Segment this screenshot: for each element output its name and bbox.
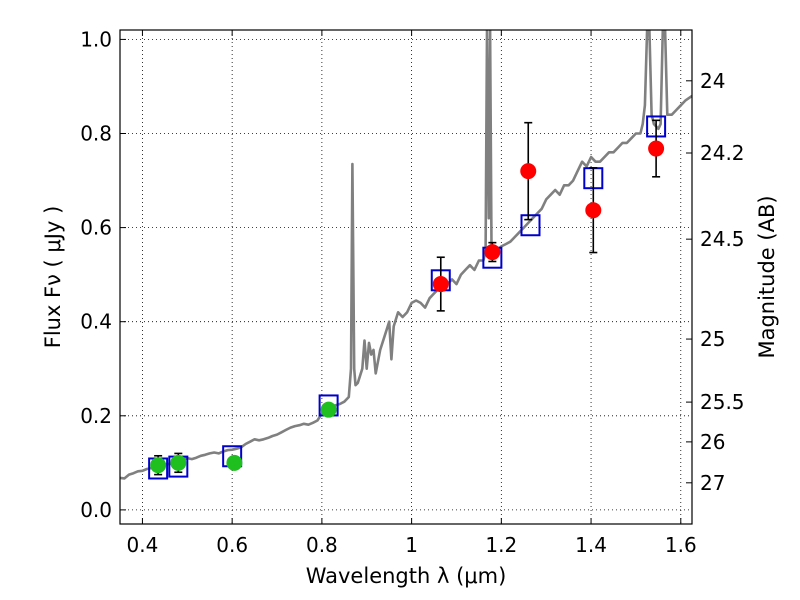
mag-tick-label: 24.2: [700, 141, 745, 165]
y-tick-label: 0.4: [80, 310, 112, 334]
x-tick-label: 1.4: [575, 533, 607, 557]
observed-point: [150, 457, 167, 474]
mag-tick-label: 27: [700, 471, 725, 495]
mag-tick-label: 25: [700, 327, 725, 351]
mag-tick-label: 24: [700, 69, 725, 93]
y-tick-label: 0.8: [80, 122, 112, 146]
observed-point: [520, 163, 537, 180]
x-tick-label: 0.6: [216, 533, 248, 557]
y-tick-label: 0.0: [80, 498, 112, 522]
spectrum-line: [120, 30, 692, 480]
mag-tick-label: 26: [700, 430, 725, 454]
observed-point: [226, 454, 243, 471]
observed-point: [170, 454, 187, 471]
plot-frame: [119, 29, 693, 525]
y-tick-label: 1.0: [80, 27, 112, 51]
y-tick-label: 0.2: [80, 404, 112, 428]
y2-axis-title: Magnitude (AB): [755, 195, 779, 358]
axis-ticks: 0.4 0.6 0.8 1 1.2 1.4 1.6 0.0 0.2 0.4 0.6 0.8 1.0 24 2…: [80, 27, 744, 557]
bandpass-square: [520, 214, 541, 237]
mag-tick-label: 24.5: [700, 227, 745, 251]
x-tick-label: 1.2: [485, 533, 517, 557]
observed-point: [484, 244, 501, 261]
observed-point: [432, 276, 449, 293]
x-tick-label: 0.4: [127, 533, 159, 557]
x-tick-label: 1: [405, 533, 418, 557]
data-markers: [148, 115, 667, 480]
y-axis-title: Flux Fν ( μJy ): [41, 206, 65, 349]
observed-point: [320, 401, 337, 418]
plot-background: [120, 30, 692, 524]
observed-point: [585, 202, 602, 219]
x-tick-label: 0.8: [306, 533, 338, 557]
x-axis-title: Wavelength λ (μm): [306, 564, 507, 588]
y-tick-label: 0.6: [80, 216, 112, 240]
mag-tick-label: 25.5: [700, 390, 745, 414]
observed-point: [648, 140, 665, 157]
x-tick-label: 1.6: [665, 533, 697, 557]
model-spectrum: [120, 30, 692, 480]
grid-lines: [120, 30, 692, 524]
